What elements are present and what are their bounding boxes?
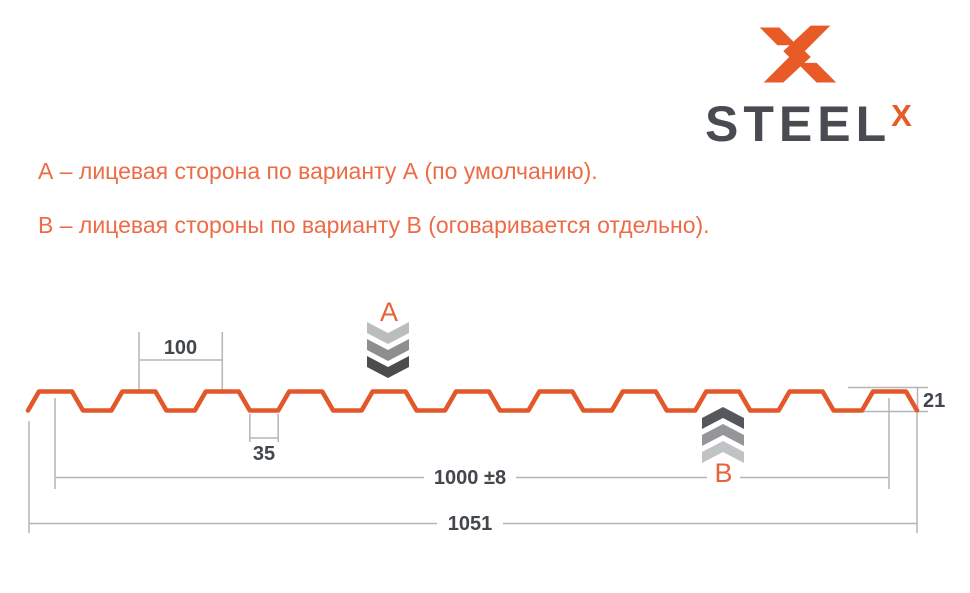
marker-a-label: А [380, 297, 398, 327]
profile-drawing: 100 35 21 1000 ±8 [25, 297, 945, 535]
marker-b-label: В [714, 458, 732, 488]
dimension-pitch: 100 [138, 332, 224, 394]
logo-arm-top-left [759, 27, 797, 46]
logo-s-band [763, 25, 831, 83]
note-variant-b: В – лицевая стороны по варианту В (огова… [38, 212, 710, 238]
marker-side-b: В [702, 407, 744, 488]
dimension-overall-width: 1051 [28, 413, 918, 535]
dimension-pitch-label: 100 [164, 337, 197, 359]
marker-side-a: А [367, 297, 409, 378]
chevrons-down-icon [367, 322, 409, 378]
dimension-working-width-label: 1000 ±8 [434, 467, 506, 489]
brand-superscript-x: X [891, 98, 912, 133]
dimension-overall-width-label: 1051 [448, 513, 493, 535]
logo-arm-bottom-right [797, 62, 837, 83]
dimension-height-label: 21 [923, 390, 945, 412]
dimension-working-width: 1000 ±8 [54, 398, 890, 489]
steelx-logo-icon [759, 25, 837, 83]
brand-wordmark: STEEL X [705, 99, 912, 149]
chevrons-up-icon [702, 407, 744, 463]
brand-name: STEEL [705, 96, 892, 152]
dimension-valley: 35 [249, 414, 279, 465]
dimension-valley-label: 35 [253, 443, 275, 465]
note-variant-a: А – лицевая сторона по варианту А (по ум… [38, 158, 598, 184]
corrugated-profile-outline [25, 389, 920, 413]
